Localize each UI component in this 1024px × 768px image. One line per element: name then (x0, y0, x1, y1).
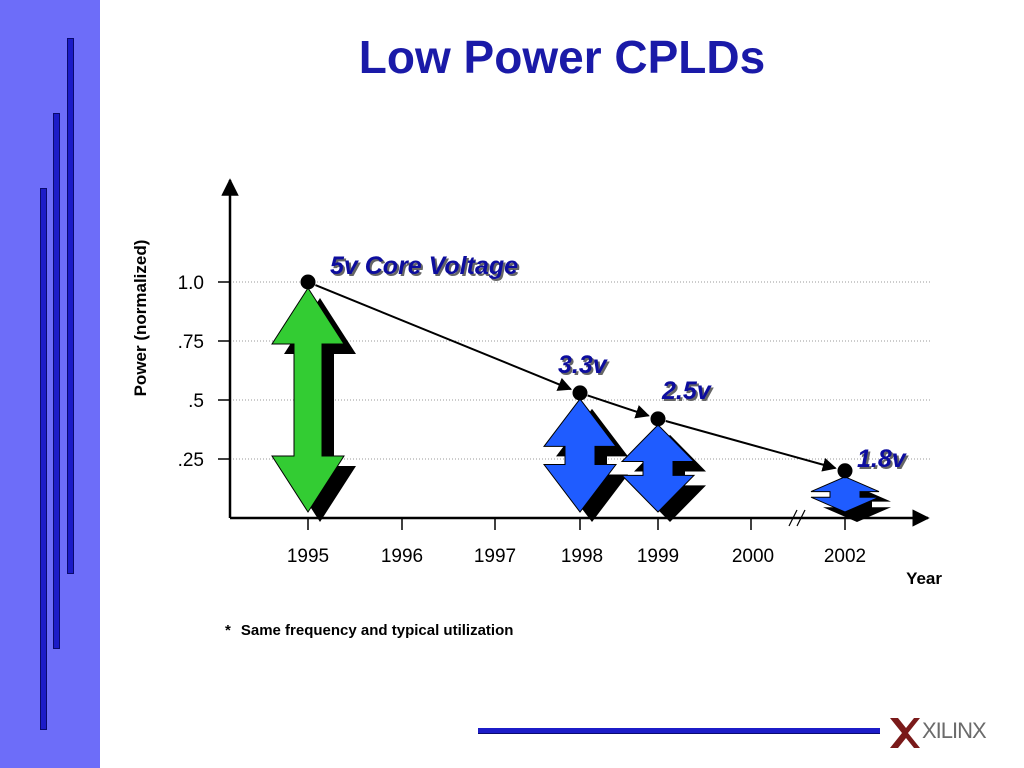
x-tick-label: 1999 (637, 546, 679, 567)
power-arrow (620, 424, 696, 513)
footnote-marker: * (225, 622, 231, 639)
x-axis-title: Year (906, 569, 942, 588)
data-label: 5v Core Voltage (330, 252, 518, 280)
footnote: * Same frequency and typical utilization (225, 622, 513, 639)
trend-line (587, 394, 650, 419)
x-tick-label: 1997 (474, 546, 516, 567)
y-tick-label: .5 (188, 391, 204, 412)
power-arrow (542, 398, 618, 513)
data-point (572, 385, 588, 401)
data-label-shadow: 3.3v (560, 353, 611, 381)
x-tick-label: 1995 (287, 546, 329, 567)
xilinx-mark-icon (890, 718, 920, 748)
axis-break-mark (796, 509, 806, 527)
data-label-shadow: 5v Core Voltage (332, 254, 520, 282)
y-tick-label: .75 (178, 332, 204, 353)
power-arrow (810, 476, 880, 513)
data-label: 2.5v (661, 377, 713, 405)
x-tick-label: 1996 (381, 546, 423, 567)
y-tick-label: 1.0 (178, 273, 204, 294)
xilinx-logo: XILINX (888, 712, 1008, 752)
data-point (837, 463, 853, 479)
x-tick-label: 1998 (561, 546, 603, 567)
page-title: Low Power CPLDs (358, 31, 766, 83)
x-tick-label: 2000 (732, 546, 774, 567)
sidebar-band (0, 0, 100, 768)
data-label-shadow: 2.5v (663, 379, 715, 407)
data-label: 1.8v (857, 445, 908, 473)
decorative-stripe (67, 38, 74, 574)
logo-text: XILINX (922, 718, 987, 743)
y-axis-title: Power (normalized) (131, 240, 150, 397)
data-label-shadow: 1.8v (859, 447, 910, 475)
power-arrow (271, 287, 345, 513)
x-tick-label: 2002 (824, 546, 866, 567)
y-tick-label: .25 (178, 450, 204, 471)
data-label: 3.3v (558, 351, 609, 379)
data-point (650, 411, 666, 427)
trend-line (315, 284, 573, 391)
power-chart: 1.0 .75 .5 .25 1995 1996 1997 1998 1999 2000 2002 Y… (131, 178, 942, 588)
data-point (300, 274, 316, 290)
decorative-stripe (40, 188, 47, 730)
axis-break-mark (788, 509, 798, 527)
footnote-text: Same frequency and typical utilization (240, 622, 514, 639)
trend-line (665, 420, 837, 472)
footer-bar (478, 728, 880, 734)
decorative-stripe (53, 113, 60, 649)
